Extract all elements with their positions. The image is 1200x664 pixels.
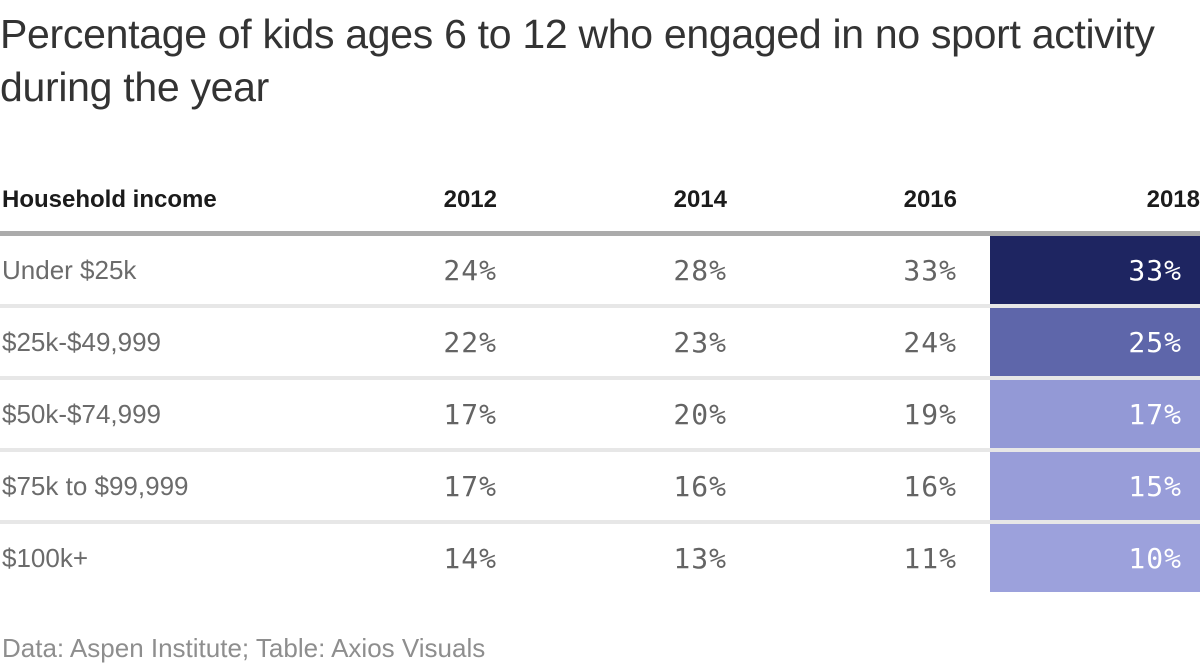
- page-title: Percentage of kids ages 6 to 12 who enga…: [0, 11, 1155, 110]
- row-label: Under $25k: [2, 254, 137, 285]
- value-cell-2012: 17%: [443, 469, 497, 503]
- column-header-2016: 2016: [903, 186, 957, 213]
- value-cell-2012: 17%: [443, 397, 497, 431]
- highlight-cell-2018: 17%: [990, 380, 1200, 448]
- value-cell-2016: 19%: [903, 397, 957, 431]
- column-header-2012: 2012: [443, 186, 497, 213]
- row-label: $100k+: [2, 542, 89, 573]
- value-cell-2014: 23%: [673, 325, 727, 359]
- table-header-row: Household income 2012 2014 2016 2018: [0, 186, 1200, 236]
- highlight-cell-2018: 33%: [990, 236, 1200, 304]
- row-label: $75k to $99,999: [2, 470, 189, 501]
- value-cell-2014: 16%: [673, 469, 727, 503]
- value-cell-2016: 24%: [903, 325, 957, 359]
- table-row: $75k to $99,999 17% 16% 16% 15%: [0, 452, 1200, 524]
- value-cell-2012: 14%: [443, 541, 497, 575]
- value-cell-2016: 16%: [903, 469, 957, 503]
- value-cell-2016: 11%: [903, 541, 957, 575]
- source-credit: Data: Aspen Institute; Table: Axios Visu…: [2, 633, 486, 663]
- column-header-2014: 2014: [673, 186, 727, 213]
- column-header-2018: 2018: [1146, 186, 1200, 213]
- value-cell-2012: 22%: [443, 325, 497, 359]
- table-row: $100k+ 14% 13% 11% 10%: [0, 524, 1200, 592]
- table-row: $50k-$74,999 17% 20% 19% 17%: [0, 380, 1200, 452]
- value-cell-2014: 13%: [673, 541, 727, 575]
- value-cell-2014: 20%: [673, 397, 727, 431]
- value-cell-2016: 33%: [903, 253, 957, 287]
- table-row: $25k-$49,999 22% 23% 24% 25%: [0, 308, 1200, 380]
- row-label: $25k-$49,999: [2, 326, 162, 357]
- table-row: Under $25k 24% 28% 33% 33%: [0, 236, 1200, 308]
- highlight-cell-2018: 25%: [990, 308, 1200, 376]
- highlight-cell-2018: 15%: [990, 452, 1200, 520]
- column-header-household-income: Household income: [2, 186, 217, 213]
- value-cell-2014: 28%: [673, 253, 727, 287]
- highlight-cell-2018: 10%: [990, 524, 1200, 592]
- row-label: $50k-$74,999: [2, 398, 162, 429]
- value-cell-2012: 24%: [443, 253, 497, 287]
